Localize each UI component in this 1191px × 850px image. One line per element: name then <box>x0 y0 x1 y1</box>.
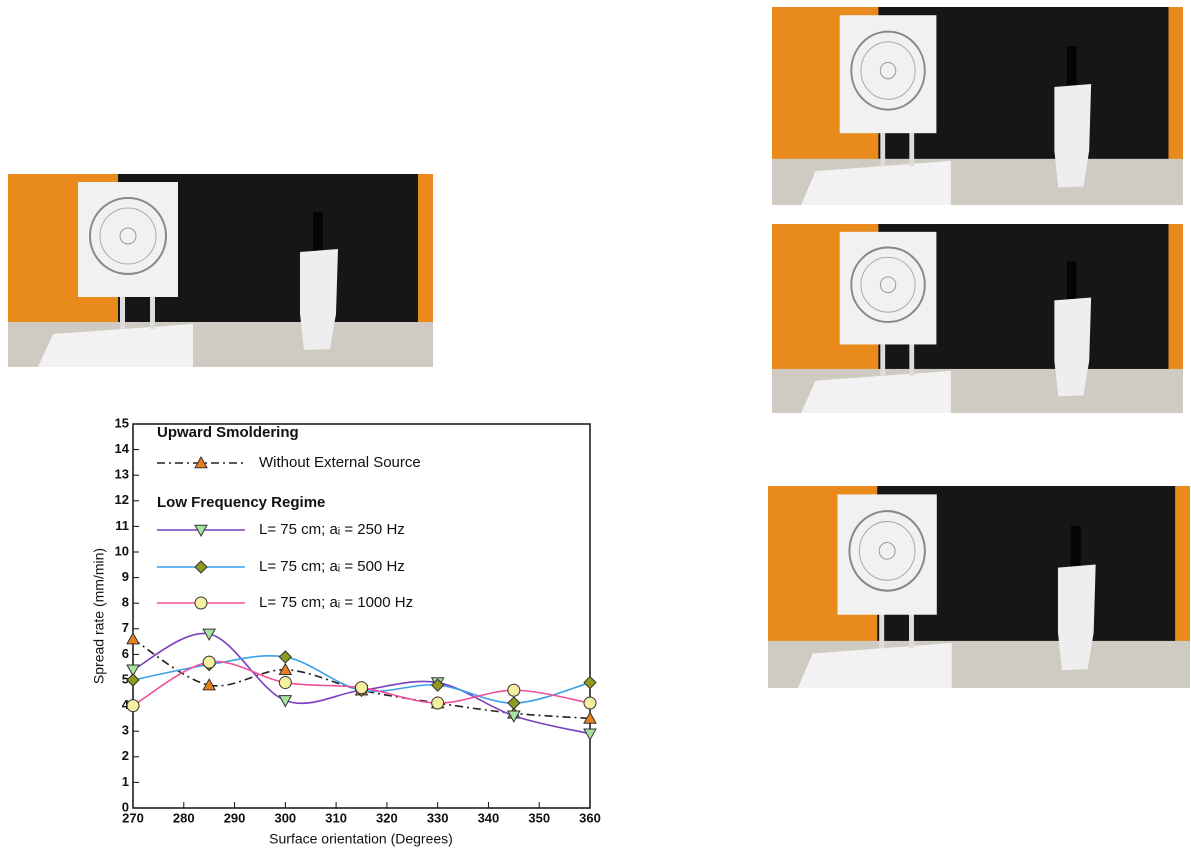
data-point <box>278 676 292 690</box>
data-point <box>202 655 216 669</box>
x-axis-label: Surface orientation (Degrees) <box>269 831 453 847</box>
annotation: Upward Smoldering <box>157 424 299 441</box>
photo <box>768 486 1190 688</box>
series-line <box>132 638 591 720</box>
x-tick-label: 360 <box>579 810 601 825</box>
data-point <box>202 628 217 641</box>
x-tick-label: 310 <box>325 810 347 825</box>
y-tick-label: 7 <box>122 620 129 635</box>
y-tick-label: 11 <box>115 518 129 533</box>
y-tick-label: 6 <box>122 646 129 661</box>
x-tick-label: 320 <box>376 810 398 825</box>
y-tick-label: 3 <box>122 723 129 738</box>
y-tick-label: 9 <box>122 569 129 584</box>
legend-marker <box>194 560 208 574</box>
y-tick-label: 4 <box>122 697 130 712</box>
data-point <box>583 728 597 741</box>
legend-label: L= 75 cm; aᵢ = 500 Hz <box>259 558 405 575</box>
plot-frame <box>132 423 591 809</box>
data-point <box>278 650 293 664</box>
y-tick-label: 5 <box>122 671 129 686</box>
legend-label: L= 75 cm; aᵢ = 250 Hz <box>259 521 405 538</box>
legend-marker <box>194 455 208 469</box>
data-point <box>430 678 445 692</box>
data-point <box>278 662 293 676</box>
data-point <box>583 711 597 724</box>
photo <box>772 224 1183 413</box>
y-tick-label: 15 <box>115 415 129 430</box>
legend-marker <box>194 524 208 538</box>
data-point <box>506 710 521 723</box>
x-tick-label: 340 <box>478 810 500 825</box>
annotation: Low Frequency Regime <box>157 494 325 511</box>
data-point <box>126 664 140 677</box>
data-point <box>126 632 140 645</box>
data-point <box>202 678 217 691</box>
y-tick-label: 8 <box>122 595 129 610</box>
y-tick-label: 10 <box>115 543 129 558</box>
photo <box>772 7 1183 205</box>
data-point <box>507 696 521 710</box>
x-tick-label: 350 <box>528 810 550 825</box>
x-tick-label: 280 <box>173 810 195 825</box>
legend-marker <box>194 596 208 610</box>
data-point <box>126 673 140 687</box>
x-tick-label: 300 <box>274 810 296 825</box>
x-tick-label: 270 <box>122 810 144 825</box>
data-point <box>583 696 597 710</box>
y-tick-label: 12 <box>115 492 129 507</box>
data-point <box>507 683 521 697</box>
legend-label: Without External Source <box>259 454 421 471</box>
y-tick-label: 2 <box>122 748 129 763</box>
y-tick-label: 14 <box>115 441 130 456</box>
x-tick-label: 290 <box>224 810 246 825</box>
x-tick-label: 330 <box>427 810 449 825</box>
chart: Spread rate (mm/min) Surface orientation… <box>91 415 601 846</box>
legend-label: L= 75 cm; aᵢ = 1000 Hz <box>259 594 413 611</box>
photo <box>8 174 433 367</box>
data-point <box>583 675 597 690</box>
y-tick-label: 1 <box>122 774 129 789</box>
data-point <box>431 696 445 710</box>
data-point <box>126 699 140 713</box>
y-axis-label: Spread rate (mm/min) <box>91 548 107 684</box>
data-point <box>355 681 368 695</box>
y-tick-label: 0 <box>122 799 129 814</box>
y-tick-label: 13 <box>115 467 129 482</box>
data-point <box>278 695 293 708</box>
